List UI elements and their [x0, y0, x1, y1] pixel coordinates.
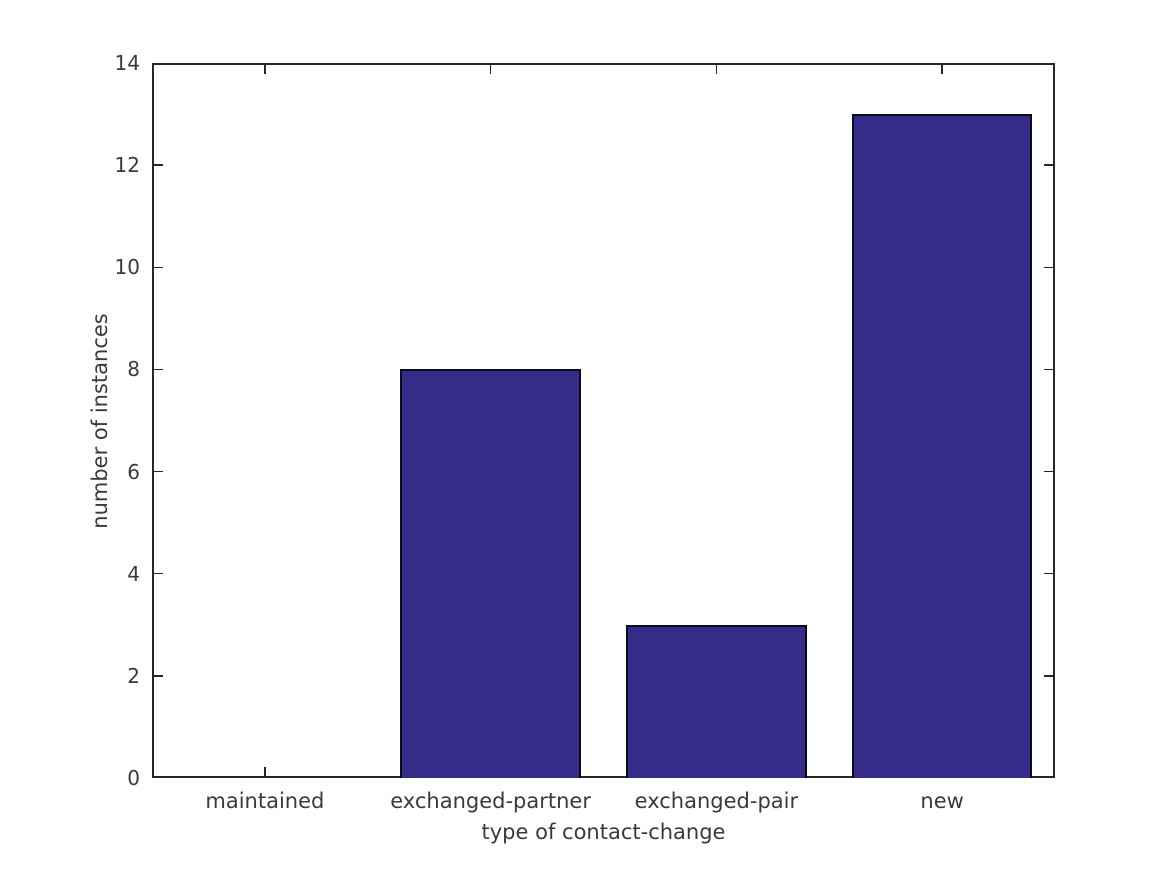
y-tick-label: 8 — [127, 357, 140, 382]
y-tick-left — [154, 266, 163, 269]
y-tick-right — [1044, 572, 1053, 575]
bar-exchanged-pair — [626, 624, 807, 778]
y-axis-label: number of instances — [88, 312, 112, 529]
y-tick-right — [1044, 368, 1053, 371]
x-tick-top — [264, 65, 266, 74]
y-tick-left — [154, 675, 163, 677]
y-tick-label: 2 — [127, 663, 140, 688]
y-tick-left — [154, 368, 163, 371]
x-tick-bottom — [264, 767, 266, 776]
y-tick-label: 0 — [127, 766, 140, 790]
bar-exchanged-partner — [400, 369, 581, 778]
x-tick-top — [941, 65, 943, 74]
x-axis-label: type of contact-change — [481, 820, 726, 844]
y-tick-label: 10 — [114, 255, 140, 280]
y-tick-left — [154, 572, 163, 575]
x-tick-top — [489, 65, 492, 74]
y-tick-label: 4 — [127, 561, 140, 586]
y-tick-label: 6 — [127, 459, 140, 484]
x-tick-top — [715, 65, 718, 74]
x-tick-label-maintained: maintained — [205, 789, 325, 813]
x-tick-label-exchanged-partner: exchanged-partner — [390, 789, 591, 813]
y-tick-left — [154, 164, 163, 166]
y-tick-right — [1044, 164, 1053, 166]
y-tick-right — [1044, 675, 1053, 677]
y-tick-left — [154, 470, 163, 473]
y-tick-label: 12 — [114, 153, 140, 178]
y-tick-label: 14 — [114, 51, 140, 75]
y-tick-right — [1044, 470, 1053, 473]
x-tick-label-exchanged-pair: exchanged-pair — [634, 789, 799, 813]
x-tick-label-new: new — [920, 789, 964, 813]
y-tick-right — [1044, 266, 1053, 269]
bar-new — [851, 114, 1033, 778]
